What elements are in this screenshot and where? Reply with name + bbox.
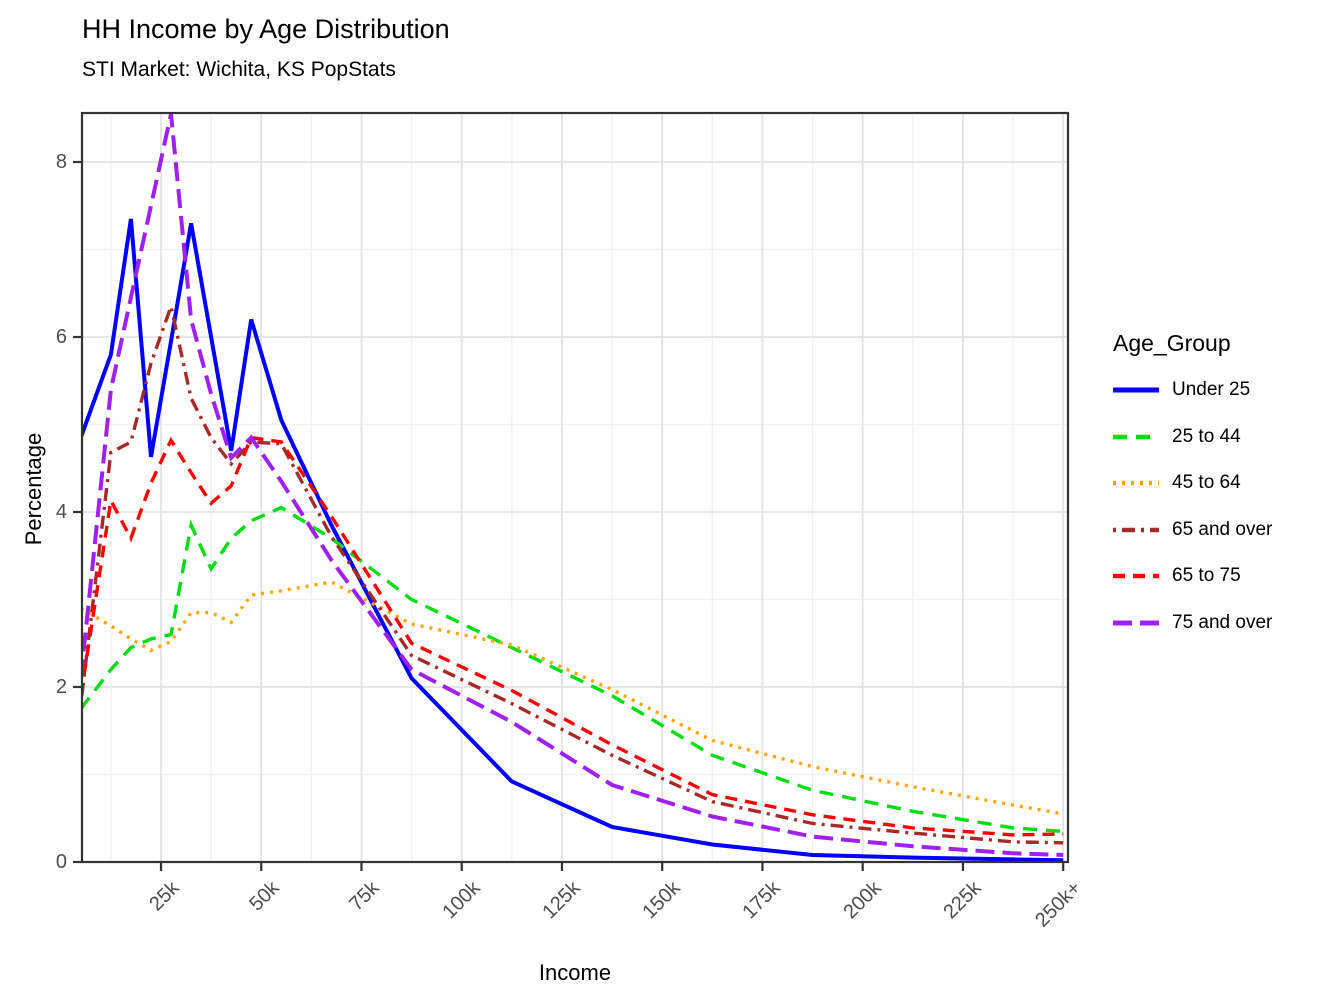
y-tick-label: 0 (55, 851, 67, 873)
legend-key-line-icon (1113, 527, 1159, 532)
legend-key-line-icon (1113, 480, 1159, 486)
legend-item-65-to-75: 65 to 75 (1113, 561, 1272, 591)
series-line-45-to-64 (82, 580, 1064, 816)
y-tick-label: 4 (55, 501, 67, 523)
y-axis-title: Percentage (21, 432, 46, 546)
series-line-25-to-44 (82, 505, 1064, 834)
legend-label: 25 to 44 (1172, 425, 1241, 447)
y-tick-label: 6 (55, 326, 67, 348)
legend-item-75-and-over: 75 and over (1113, 608, 1272, 638)
legend-title: Age_Group (1113, 330, 1231, 356)
legend-label: Under 25 (1172, 379, 1251, 400)
panel-border (80, 111, 1070, 864)
legend-key-line-icon (1113, 434, 1159, 439)
legend-items: Under 25 25 to 44 45 to 64 65 and over 65 to… (1113, 375, 1272, 638)
series-line-65-and-over (82, 300, 1064, 845)
series-line-under-25 (82, 218, 1064, 862)
legend-item-45-to-64: 45 to 64 (1113, 468, 1272, 498)
legend-label: 65 to 75 (1172, 565, 1241, 586)
legend-item-65-and-over: 65 and over (1113, 515, 1272, 545)
legend-label: 65 and over (1172, 518, 1273, 540)
chart-subtitle: STI Market: Wichita, KS PopStats (82, 58, 396, 81)
series-line-65-to-75 (82, 435, 1064, 837)
legend-key-line-icon (1113, 573, 1159, 579)
x-axis-title: Income (538, 960, 612, 985)
legend-label: 75 and over (1172, 611, 1273, 633)
legend-label: 45 to 64 (1172, 472, 1241, 493)
legend-item-under-25: Under 25 (1113, 375, 1272, 405)
chart-title: HH Income by Age Distribution (82, 14, 450, 44)
legend-item-25-to-44: 25 to 44 (1113, 422, 1272, 452)
y-tick-label: 8 (55, 151, 67, 173)
series-line-75-and-over (82, 113, 1064, 857)
legend-key-line-icon (1113, 620, 1159, 625)
legend: Age_Group Under 25 25 to 44 45 to 64 65 and… (1113, 330, 1272, 654)
legend-key-line-icon (1113, 387, 1159, 393)
y-tick-label: 2 (55, 676, 67, 698)
